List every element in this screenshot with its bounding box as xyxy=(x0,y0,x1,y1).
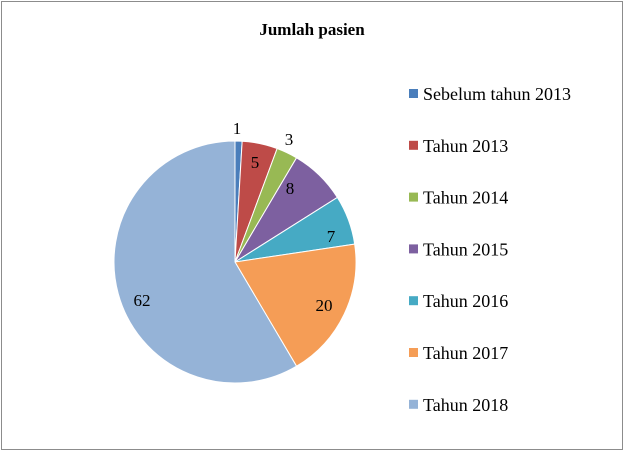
legend-swatch-tahun-2015 xyxy=(409,244,418,254)
data-label-tahun-2017: 20 xyxy=(316,296,333,315)
pie-slice-tahun-2018 xyxy=(113,140,298,384)
data-label-sebelum-tahun-2013: 1 xyxy=(233,119,242,138)
legend-swatch-tahun-2013 xyxy=(409,140,418,150)
data-label-tahun-2016: 7 xyxy=(327,227,336,246)
legend-label-tahun-2013: Tahun 2013 xyxy=(423,136,508,156)
data-label-tahun-2018: 62 xyxy=(134,291,151,310)
legend-label-sebelum-tahun-2013: Sebelum tahun 2013 xyxy=(423,84,571,104)
chart-title: Jumlah pasien xyxy=(259,20,365,39)
legend-swatch-tahun-2017 xyxy=(409,348,418,357)
legend-swatch-tahun-2014 xyxy=(409,192,418,202)
legend-swatch-tahun-2018 xyxy=(409,399,418,409)
legend-label-tahun-2018: Tahun 2018 xyxy=(423,395,508,415)
data-label-tahun-2013: 5 xyxy=(251,153,260,172)
legend-swatch-sebelum-tahun-2013 xyxy=(409,89,418,98)
data-label-tahun-2014: 3 xyxy=(285,130,294,149)
data-labels: 15 3 8 7 20 62 xyxy=(134,119,336,315)
legend-swatch-tahun-2016 xyxy=(409,296,418,306)
legend-label-tahun-2017: Tahun 2017 xyxy=(423,343,508,363)
legend-label-tahun-2015: Tahun 2015 xyxy=(423,239,508,259)
legend-label-tahun-2014: Tahun 2014 xyxy=(423,188,508,208)
data-label-tahun-2015: 8 xyxy=(286,179,295,198)
pie-slice-tahun-2017 xyxy=(234,243,357,367)
legend: Sebelum tahun 2013 Tahun 2013 Tahun 2014 Ta… xyxy=(409,84,571,415)
pie-slices xyxy=(113,140,357,384)
legend-label-tahun-2016: Tahun 2016 xyxy=(423,291,508,311)
